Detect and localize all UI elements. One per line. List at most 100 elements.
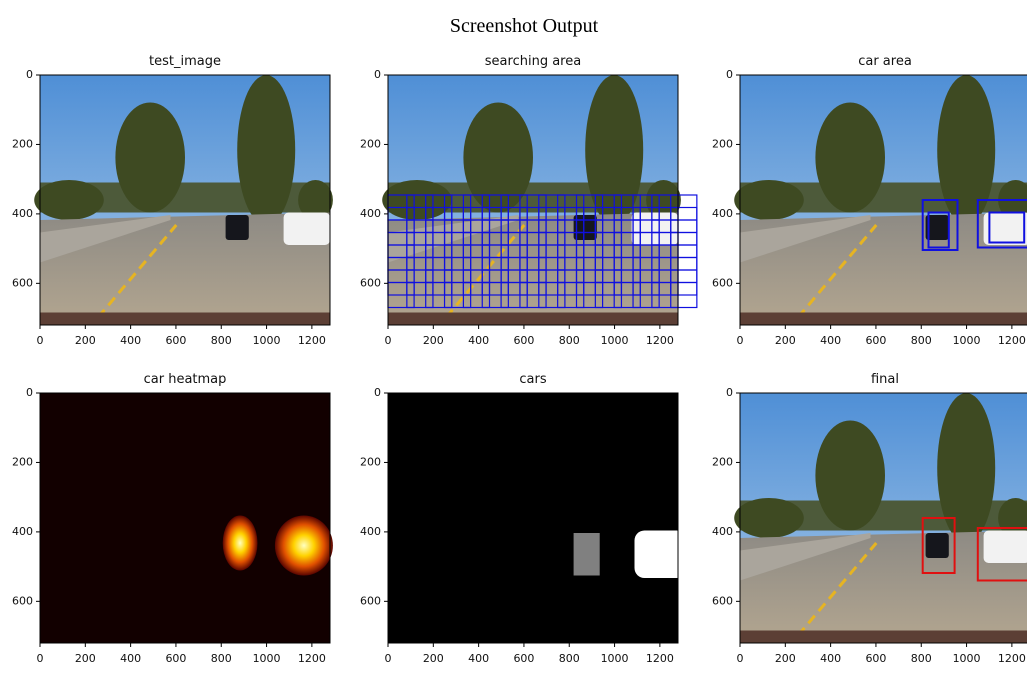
x-tick-label: 1200 — [998, 334, 1026, 347]
tree — [815, 420, 885, 531]
car-window — [976, 199, 1027, 249]
search-window — [462, 281, 491, 309]
x-tick-label: 1200 — [646, 334, 674, 347]
y-tick-label: 400 — [712, 525, 733, 538]
car — [983, 212, 1027, 245]
x-tick-label: 0 — [385, 652, 392, 665]
barrier — [740, 215, 871, 263]
x-tick-label: 600 — [165, 652, 186, 665]
x-tick-label: 400 — [820, 652, 841, 665]
search-window — [557, 281, 585, 309]
car — [631, 212, 678, 245]
y-tick-label: 400 — [360, 525, 381, 538]
x-tick-label: 200 — [75, 334, 96, 347]
car — [925, 215, 949, 240]
panel-title: searching area — [485, 54, 581, 69]
barrier — [40, 215, 171, 263]
y-tick-label: 0 — [726, 68, 733, 81]
panel-title: final — [871, 372, 899, 387]
search-window — [406, 281, 434, 309]
y-tick-label: 600 — [712, 276, 733, 289]
x-tick-label: 1000 — [253, 652, 281, 665]
heat-blob — [274, 515, 333, 576]
y-tick-label: 600 — [12, 594, 33, 607]
y-tick-label: 200 — [712, 455, 733, 468]
tree — [298, 180, 333, 220]
panel — [34, 74, 333, 326]
barrier — [740, 533, 871, 581]
car — [283, 212, 330, 245]
x-tick-label: 1200 — [298, 334, 326, 347]
hood — [40, 312, 330, 325]
search-window — [481, 281, 509, 309]
tree — [115, 102, 185, 213]
x-tick-label: 400 — [820, 334, 841, 347]
road — [40, 212, 330, 325]
y-tick-label: 600 — [712, 594, 733, 607]
search-window — [500, 281, 528, 309]
car — [983, 530, 1027, 563]
heatmap — [40, 393, 330, 643]
panel — [387, 392, 687, 644]
y-tick-label: 600 — [12, 276, 33, 289]
x-tick-label: 400 — [468, 334, 489, 347]
axes-frame — [39, 74, 331, 326]
mask — [388, 393, 678, 643]
y-tick-label: 0 — [26, 386, 33, 399]
panel — [382, 74, 698, 326]
x-tick-label: 800 — [911, 334, 932, 347]
x-tick-label: 0 — [385, 334, 392, 347]
y-tick-label: 600 — [360, 594, 381, 607]
hood — [740, 630, 1027, 643]
car-mask — [634, 530, 687, 578]
panel — [734, 392, 1027, 644]
search-window — [443, 281, 472, 309]
x-tick-label: 1200 — [998, 652, 1026, 665]
axes-frame — [387, 74, 679, 326]
x-tick-label: 800 — [559, 334, 580, 347]
y-tick-label: 600 — [360, 276, 381, 289]
y-tick-label: 400 — [12, 207, 33, 220]
y-tick-label: 200 — [360, 455, 381, 468]
y-tick-label: 400 — [712, 207, 733, 220]
y-tick-label: 0 — [26, 68, 33, 81]
barrier — [388, 215, 519, 263]
search-window — [594, 281, 623, 309]
tree — [815, 102, 885, 213]
search-window — [575, 281, 604, 309]
axes-frame — [739, 392, 1027, 644]
x-tick-label: 200 — [423, 652, 444, 665]
x-tick-label: 200 — [75, 652, 96, 665]
y-tick-label: 200 — [712, 137, 733, 150]
tree — [734, 498, 804, 538]
tree — [237, 75, 296, 225]
search-window — [632, 281, 660, 309]
x-tick-label: 0 — [37, 652, 44, 665]
car-mask — [573, 533, 600, 576]
tree — [937, 75, 996, 225]
panel-title: car area — [858, 54, 912, 69]
y-tick-label: 400 — [360, 207, 381, 220]
x-tick-label: 1000 — [253, 334, 281, 347]
y-tick-label: 200 — [12, 137, 33, 150]
lane-line — [796, 542, 878, 637]
x-tick-label: 0 — [737, 334, 744, 347]
x-tick-label: 1000 — [601, 334, 629, 347]
x-tick-label: 600 — [865, 652, 886, 665]
search-window — [613, 281, 641, 309]
x-tick-label: 600 — [865, 334, 886, 347]
x-tick-label: 1200 — [646, 652, 674, 665]
road — [740, 212, 1027, 325]
tree — [646, 180, 681, 220]
y-tick-label: 400 — [12, 525, 33, 538]
car — [573, 215, 597, 240]
panel-title: car heatmap — [144, 372, 227, 387]
x-tick-label: 200 — [775, 652, 796, 665]
tree — [382, 180, 452, 220]
x-tick-label: 800 — [911, 652, 932, 665]
x-tick-label: 400 — [120, 334, 141, 347]
x-tick-label: 0 — [737, 652, 744, 665]
x-tick-label: 400 — [468, 652, 489, 665]
